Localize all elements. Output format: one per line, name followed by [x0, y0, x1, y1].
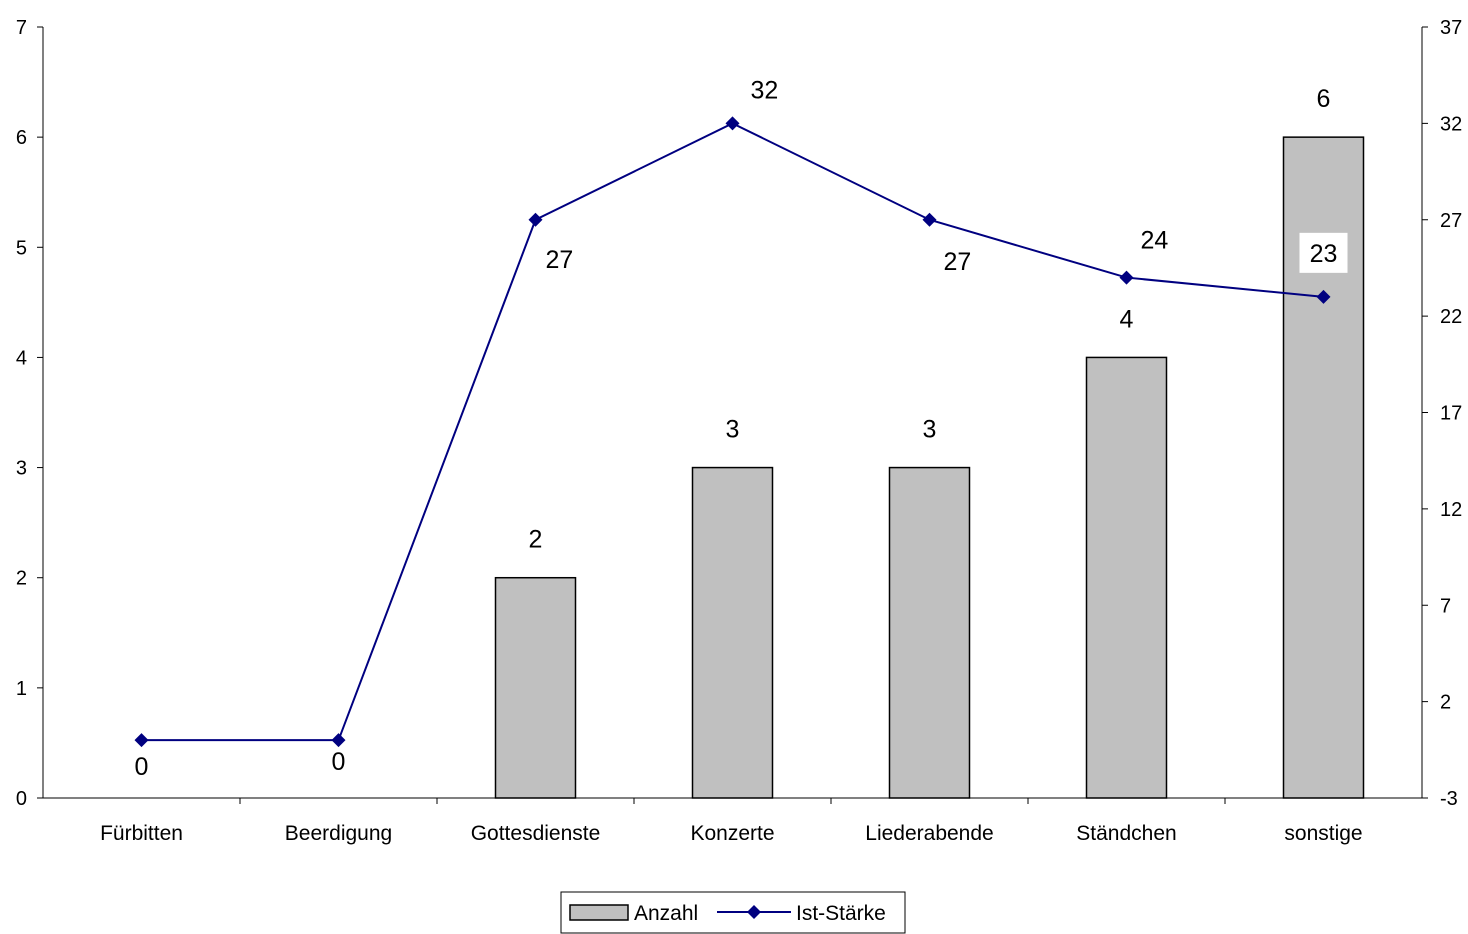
line-point-marker	[1119, 270, 1134, 285]
left-tick-label: 5	[16, 237, 27, 259]
right-tick-label: 17	[1440, 403, 1462, 425]
right-tick-label: 27	[1440, 210, 1462, 232]
line-point-marker	[922, 212, 937, 227]
right-tick-label: 12	[1440, 499, 1462, 521]
line-point-marker	[331, 733, 346, 748]
bar-series	[494, 136, 1365, 799]
x-category-label: Fürbitten	[100, 822, 183, 845]
left-tick-label: 4	[16, 347, 27, 369]
line-point-marker	[528, 212, 543, 227]
line-data-label: 27	[944, 248, 972, 276]
left-tick-label: 6	[16, 127, 27, 149]
line-data-label: 0	[332, 748, 346, 776]
right-tick-label: 7	[1440, 595, 1451, 617]
legend-marker-ist-staerke	[747, 905, 761, 919]
bar-data-label: 6	[1317, 85, 1331, 113]
bar-data-label: 2	[529, 526, 543, 554]
x-category-label: Gottesdienste	[471, 822, 601, 845]
x-category-label: Liederabende	[865, 822, 993, 845]
legend-label-ist-staerke: Ist-Stärke	[796, 902, 886, 925]
left-tick-label: 1	[16, 678, 27, 700]
line-point-marker	[134, 733, 149, 748]
line-point-marker	[1316, 289, 1331, 304]
line-data-label: 0	[135, 753, 149, 781]
x-category-label: Beerdigung	[285, 822, 392, 845]
legend-label-anzahl: Anzahl	[634, 902, 698, 925]
line-data-label: 23	[1310, 240, 1338, 268]
bar	[494, 576, 577, 799]
right-tick-label: 22	[1440, 306, 1462, 328]
left-tick-label: 7	[16, 17, 27, 39]
bar-data-label: 3	[923, 416, 937, 444]
left-tick-label: 0	[16, 788, 27, 810]
legend: Anzahl Ist-Stärke	[560, 891, 906, 934]
x-category-label: Ständchen	[1076, 822, 1176, 845]
line-data-label: 24	[1141, 227, 1169, 255]
left-tick-label: 2	[16, 568, 27, 590]
x-category-label: Konzerte	[690, 822, 774, 845]
data-label-background	[1299, 232, 1348, 273]
line-series	[134, 116, 1331, 748]
bar	[888, 466, 971, 799]
right-tick-label: 37	[1440, 17, 1462, 39]
right-tick-label: -3	[1440, 788, 1458, 810]
bar-data-label: 3	[726, 416, 740, 444]
bar	[691, 466, 774, 799]
right-tick-label: 2	[1440, 692, 1451, 714]
legend-swatch-anzahl	[569, 904, 629, 921]
line-point-marker	[725, 116, 740, 131]
line-data-label: 27	[546, 246, 574, 274]
right-tick-label: 32	[1440, 113, 1462, 135]
x-category-label: sonstige	[1284, 822, 1362, 845]
bar	[1085, 356, 1168, 799]
left-tick-label: 3	[16, 458, 27, 480]
bar-data-label: 4	[1120, 305, 1134, 333]
line-data-label: 32	[751, 76, 779, 104]
